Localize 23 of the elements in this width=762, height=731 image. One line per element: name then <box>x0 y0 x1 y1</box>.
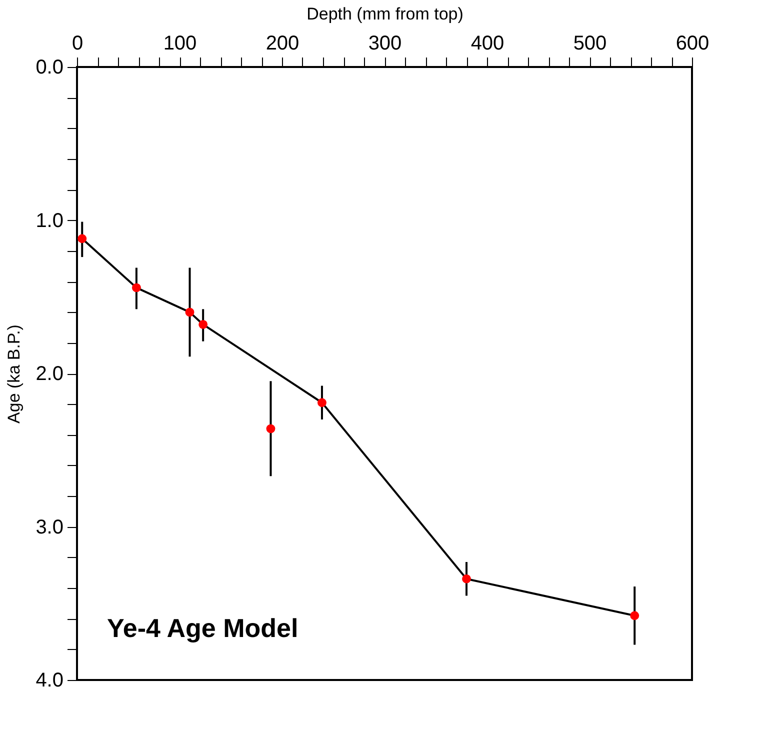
x-tick-label: 500 <box>573 32 607 54</box>
x-tick-label: 200 <box>266 32 300 54</box>
point <box>462 574 471 584</box>
y-tick-label: 0.0 <box>36 56 64 78</box>
x-tick-label: 400 <box>470 32 504 54</box>
x-tick-label: 600 <box>676 32 710 54</box>
point <box>78 234 87 244</box>
point <box>318 398 326 408</box>
y-tick-label: 2.0 <box>36 363 64 385</box>
y-tick-label: 1.0 <box>36 210 64 232</box>
point <box>132 283 141 292</box>
point <box>630 611 640 620</box>
x-tick-label: 100 <box>163 32 197 54</box>
y-axis-title: Age (ka B.P.) <box>4 324 24 424</box>
annotation: Ye-4 Age Model <box>107 613 298 643</box>
point <box>185 308 194 317</box>
x-tick-label: 0 <box>72 32 84 54</box>
x-tick-label: 300 <box>368 32 402 54</box>
y-tick-label: 3.0 <box>36 516 64 538</box>
x-axis-title: Depth (mm from top) <box>306 4 464 24</box>
point <box>266 424 276 434</box>
point <box>198 320 208 329</box>
y-tick-label: 4.0 <box>36 670 64 692</box>
